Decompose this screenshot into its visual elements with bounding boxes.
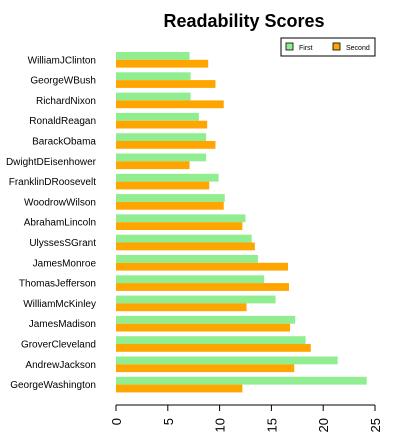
bar-first-barack-obama <box>116 133 207 141</box>
category-label: JamesMadison <box>29 319 96 330</box>
x-tick-label: 25 <box>368 418 383 432</box>
bar-second-james-madison <box>116 323 291 332</box>
bars <box>116 52 367 393</box>
category-label: AndrewJackson <box>25 360 96 371</box>
legend-box <box>280 37 376 57</box>
bar-second-franklin-droosevelt <box>116 181 210 190</box>
bar-first-woodrow-wilson <box>116 194 225 202</box>
category-label: BarackObama <box>32 137 96 148</box>
bar-second-woodrow-wilson <box>116 201 224 210</box>
category-label: ThomasJefferson <box>19 279 96 290</box>
bar-second-grover-cleveland <box>116 344 311 352</box>
bar-second-ronald-reagan <box>116 120 208 129</box>
category-label: GeorgeWBush <box>30 76 96 87</box>
bar-second-william-mc-kinley <box>116 303 247 312</box>
legend-swatch-first <box>285 42 294 51</box>
x-tick-label: 15 <box>264 418 279 432</box>
category-label: GeorgeWashington <box>10 380 96 391</box>
bar-first-abraham-lincoln <box>116 214 246 223</box>
bar-second-andrew-jackson <box>116 364 295 373</box>
bar-first-george-wbush <box>116 72 191 81</box>
x-tick-label: 5 <box>161 418 176 425</box>
bar-first-james-madison <box>116 315 296 324</box>
bar-second-dwight-deisenhower <box>116 161 190 170</box>
category-label: JamesMonroe <box>33 258 97 269</box>
bar-first-franklin-droosevelt <box>116 173 219 182</box>
bar-second-abraham-lincoln <box>116 222 243 230</box>
category-label: WilliamJClinton <box>28 55 96 66</box>
bar-first-william-jclinton <box>116 52 190 60</box>
bar-second-george-wbush <box>116 80 216 88</box>
bar-first-dwight-deisenhower <box>116 153 207 162</box>
category-label: WilliamMcKinley <box>23 299 96 310</box>
category-label: RichardNixon <box>36 96 96 107</box>
bar-first-ronald-reagan <box>116 112 199 121</box>
category-label: RonaldReagan <box>29 116 96 127</box>
bar-second-richard-nixon <box>116 100 224 109</box>
category-labels: WilliamJClinton GeorgeWBush RichardNixon Ro… <box>6 55 97 391</box>
x-tick-label: 20 <box>316 418 331 432</box>
bar-first-thomas-jefferson <box>116 275 265 284</box>
legend-label-second: Second <box>346 45 370 52</box>
bar-first-james-monroe <box>116 255 258 263</box>
bar-first-ulysses-sgrant <box>116 234 252 243</box>
category-label: DwightDEisenhower <box>6 157 97 168</box>
chart-title: Readability Scores <box>163 11 324 31</box>
bar-first-andrew-jackson <box>116 356 338 365</box>
category-label: AbrahamLincoln <box>24 218 96 229</box>
legend-label-first: First <box>299 45 313 52</box>
category-label: FranklinDRoosevelt <box>9 177 96 188</box>
x-tick-label: 10 <box>213 418 228 432</box>
bar-second-james-monroe <box>116 262 288 271</box>
legend: First Second <box>280 37 376 57</box>
bar-second-william-jclinton <box>116 59 209 68</box>
category-label: GroverCleveland <box>21 340 96 351</box>
bar-second-ulysses-sgrant <box>116 242 255 251</box>
bar-first-richard-nixon <box>116 92 191 101</box>
category-label: UlyssesSGrant <box>29 238 96 249</box>
x-tick-label: 0 <box>109 418 124 425</box>
bar-first-george-washington <box>116 376 367 385</box>
x-axis: 0 5 10 15 20 25 <box>109 404 383 432</box>
legend-swatch-second <box>332 42 341 51</box>
category-label: WoodrowWilson <box>24 197 96 208</box>
bar-first-grover-cleveland <box>116 336 306 344</box>
bar-first-william-mc-kinley <box>116 295 276 304</box>
bar-second-barack-obama <box>116 141 216 149</box>
bar-second-george-washington <box>116 384 243 393</box>
bar-second-thomas-jefferson <box>116 283 290 291</box>
